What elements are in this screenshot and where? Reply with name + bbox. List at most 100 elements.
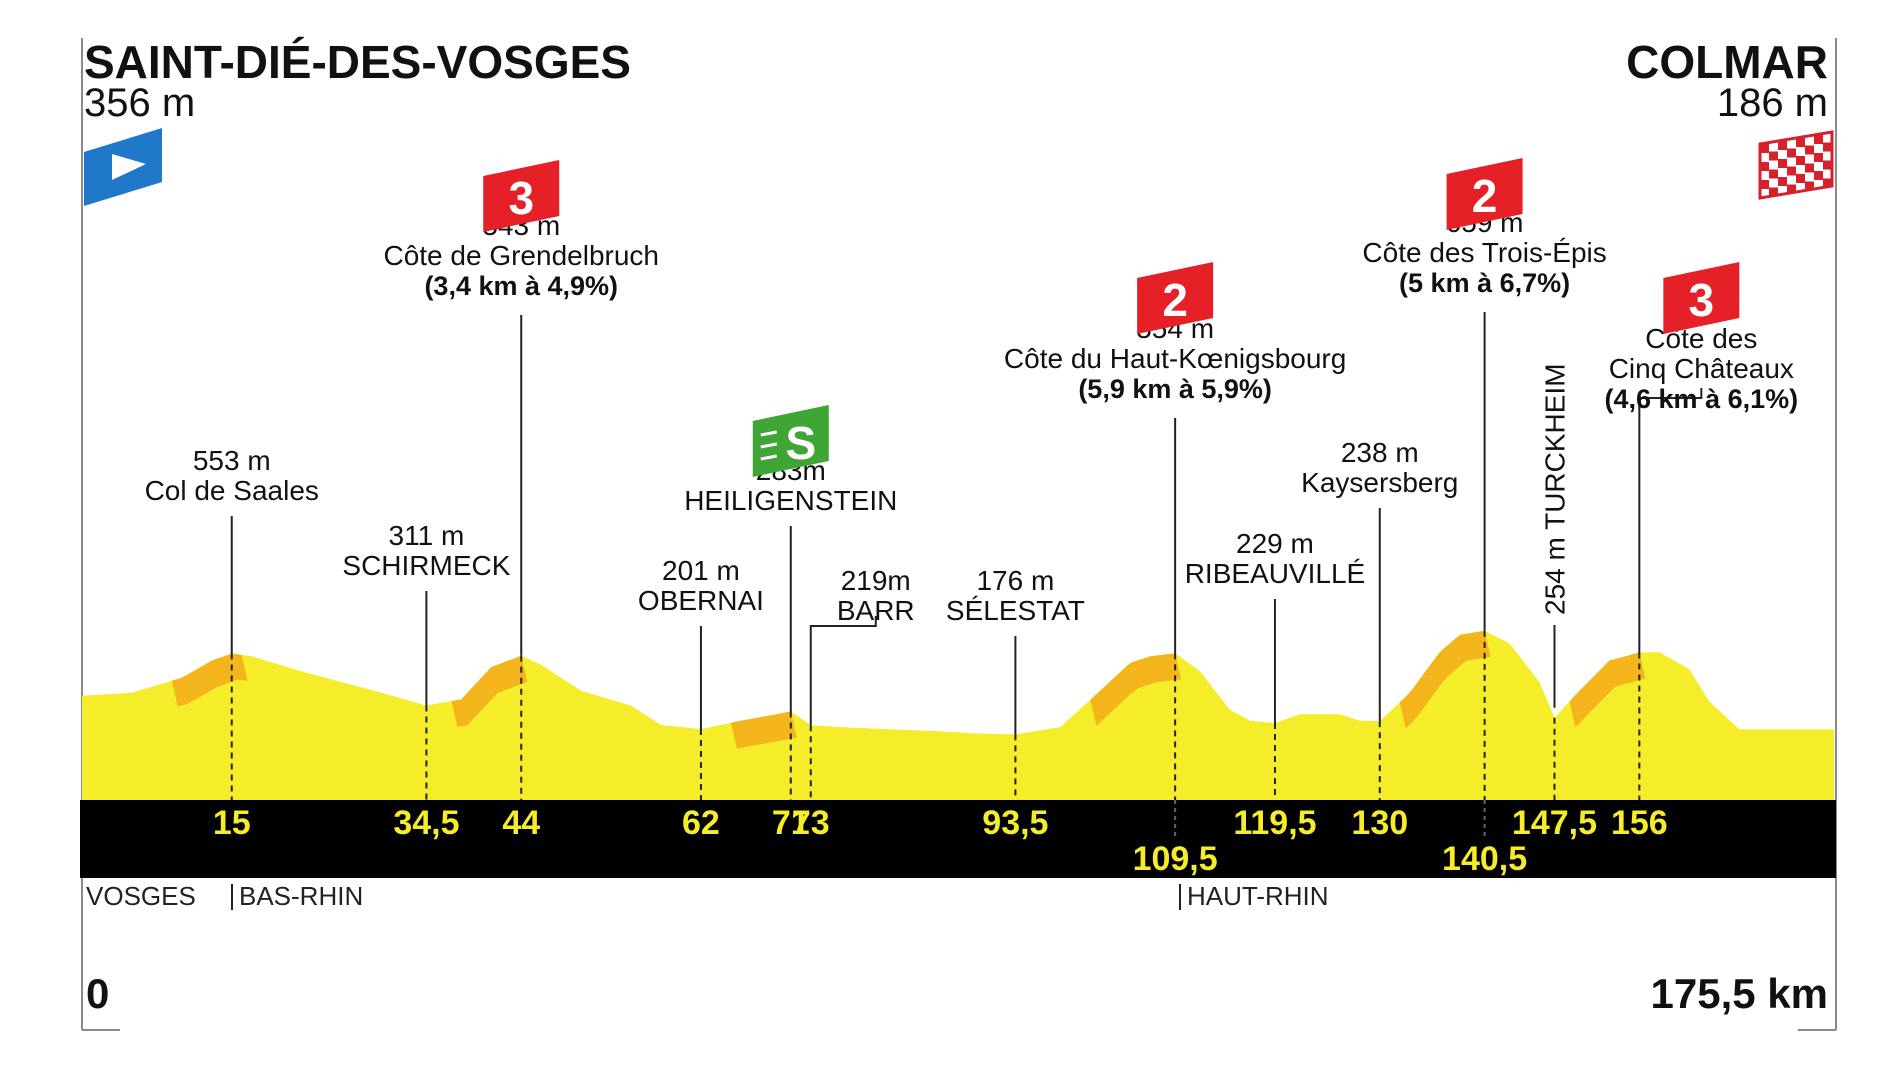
- kom-category-label: 3: [1689, 274, 1715, 326]
- checker-square: [1787, 148, 1796, 158]
- climb-shading: [171, 630, 1646, 749]
- place-label: Côte des: [1645, 323, 1757, 354]
- checker-square: [1796, 138, 1805, 147]
- department-label: HAUT-RHIN: [1187, 881, 1329, 911]
- sprint-flag-icon: S: [752, 405, 829, 477]
- start-altitude: 356 m: [84, 81, 195, 125]
- checker-square: [1814, 171, 1823, 180]
- km-label: 34,5: [393, 804, 459, 842]
- altitude-label: 553 m: [193, 445, 271, 476]
- climb-detail-label: (5 km à 6,7%): [1399, 268, 1570, 298]
- altitude-label: 238 m: [1341, 437, 1419, 468]
- kom-category-label: 2: [1472, 170, 1498, 222]
- speed-line: [760, 442, 778, 449]
- km-label: 130: [1351, 804, 1408, 842]
- km-label: 15: [213, 804, 251, 842]
- place-label: Cinq Châteaux: [1609, 353, 1794, 384]
- kom-category-flag-icon: 3: [483, 160, 560, 232]
- checker-square: [1778, 159, 1787, 168]
- leader-line: [809, 616, 877, 726]
- vertical-point-label: 254 m TURCKHEIM: [1539, 363, 1570, 615]
- department-label: VOSGES: [86, 881, 196, 911]
- speed-line: [760, 430, 778, 437]
- sprint-label: S: [785, 417, 816, 469]
- start-flag-icon: [84, 128, 162, 206]
- kom-category-label: 2: [1162, 274, 1188, 326]
- climb-detail-label: (4,6 km à 6,1%): [1605, 384, 1799, 414]
- km-label: 140,5: [1442, 840, 1527, 878]
- checker-square: [1778, 177, 1787, 186]
- place-label: Côte de Grendelbruch: [383, 240, 659, 271]
- place-label: HEILIGENSTEIN: [684, 485, 897, 516]
- checker-square: [1814, 153, 1823, 162]
- axis-end-label: 175,5 km: [1651, 970, 1828, 1017]
- department-label: BAS-RHIN: [239, 881, 363, 911]
- climb-shade: [1569, 652, 1646, 728]
- km-label: 62: [682, 804, 720, 842]
- axis-start-label: 0: [86, 970, 109, 1017]
- checker-square: [1823, 142, 1832, 152]
- checker-square: [1787, 166, 1796, 176]
- km-label: 44: [502, 804, 540, 842]
- km-label: 109,5: [1133, 840, 1218, 878]
- checker-square: [1760, 144, 1769, 153]
- departments: VOSGES BAS-RHIN HAUT-RHIN: [86, 881, 1329, 911]
- checker-square: [1805, 163, 1814, 173]
- km-band: [80, 800, 1836, 878]
- checker-square: [1805, 181, 1814, 191]
- km-label: 73: [792, 804, 830, 842]
- speed-line: [760, 454, 778, 461]
- checker-square: [1823, 178, 1832, 188]
- place-label: Col de Saales: [145, 475, 319, 506]
- climb-shade: [171, 653, 248, 707]
- km-label: 71: [772, 804, 810, 842]
- checker-square: [1760, 162, 1769, 171]
- altitude-label: 201 m: [662, 555, 740, 586]
- checker-square: [1823, 160, 1832, 170]
- checker-square: [1814, 135, 1823, 144]
- kom-category-label: 3: [508, 172, 534, 224]
- kom-category-flag-icon: 2: [1446, 158, 1523, 230]
- checker-square: [1796, 174, 1805, 183]
- place-label: RIBEAUVILLÉ: [1185, 558, 1366, 589]
- climb-shade: [1399, 630, 1491, 729]
- place-label: SÉLESTAT: [946, 595, 1085, 626]
- finish-town: COLMAR: [1626, 36, 1828, 88]
- checker-square: [1760, 180, 1769, 189]
- checker-square: [1787, 184, 1796, 194]
- start-town: SAINT-DIÉ-DES-VOSGES: [84, 36, 631, 88]
- leader-line: [1638, 388, 1703, 653]
- place-label: SCHIRMECK: [342, 550, 510, 581]
- place-label: Côte des Trois-Épis: [1362, 237, 1606, 268]
- checker-square: [1769, 187, 1778, 197]
- checker-square: [1778, 141, 1787, 150]
- elevation-profile: [82, 630, 1834, 800]
- km-label: 147,5: [1512, 804, 1597, 842]
- place-label: BARR: [837, 595, 915, 626]
- checker-square: [1769, 151, 1778, 161]
- checker-square: [1769, 169, 1778, 179]
- climb-detail-label: (3,4 km à 4,9%): [424, 271, 618, 301]
- altitude-label: 311 m: [389, 520, 465, 551]
- climb-detail-label: (5,9 km à 5,9%): [1078, 374, 1272, 404]
- checker-square: [1796, 156, 1805, 165]
- checker-square: [1805, 145, 1814, 155]
- place-label: Kaysersberg: [1301, 467, 1458, 498]
- place-label: OBERNAI: [638, 585, 764, 616]
- climb-shade: [730, 711, 797, 749]
- kom-category-flag-icon: 3: [1663, 262, 1740, 334]
- altitude-label: 176 m: [976, 565, 1054, 596]
- kom-category-flag-icon: 2: [1137, 262, 1214, 334]
- km-label: 93,5: [982, 804, 1048, 842]
- km-label: 156: [1611, 804, 1668, 842]
- climb-shade: [451, 655, 528, 727]
- place-label: Côte du Haut-Kœnigsbourg: [1004, 343, 1346, 374]
- profile-area: [82, 630, 1834, 800]
- finish-checkered-flag-icon: [1758, 130, 1834, 200]
- altitude-label: 229 m: [1236, 528, 1314, 559]
- finish-altitude: 186 m: [1717, 81, 1828, 125]
- climb-shade: [1090, 653, 1182, 726]
- altitude-label: 219m: [841, 565, 911, 596]
